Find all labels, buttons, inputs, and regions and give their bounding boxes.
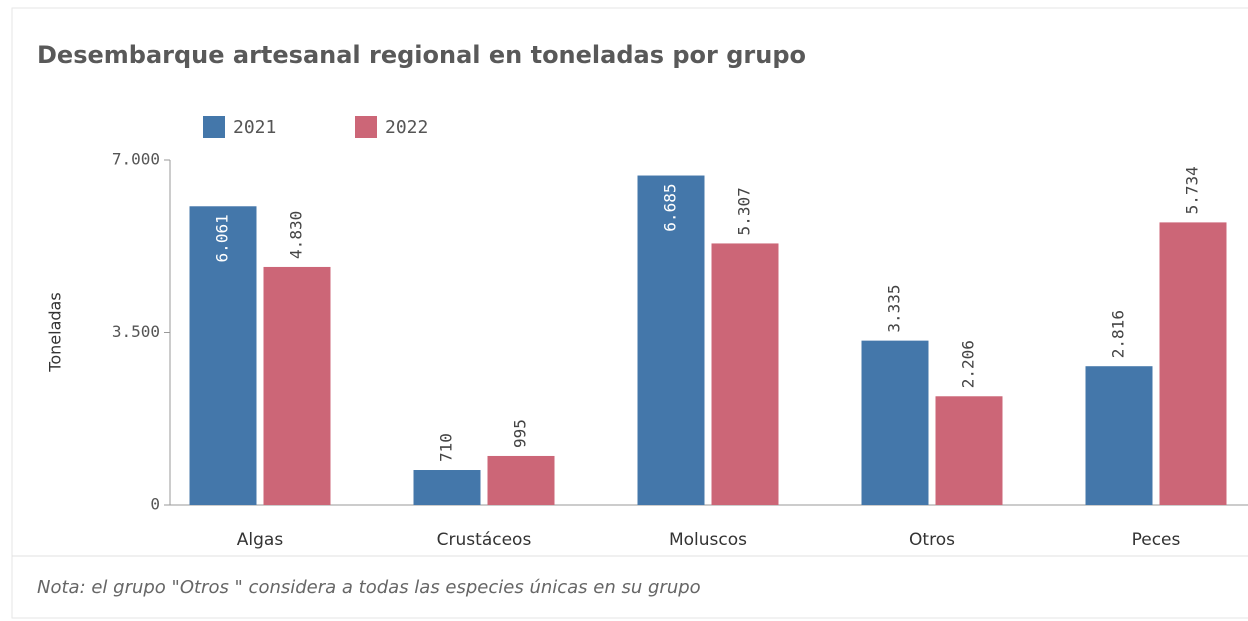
value-label: 6.685 — [661, 184, 680, 232]
y-tick-label: 0 — [150, 495, 160, 514]
legend-label: 2022 — [385, 117, 428, 138]
value-label: 995 — [511, 419, 530, 448]
y-tick-label: 7.000 — [112, 150, 160, 169]
x-tick-label: Moluscos — [669, 530, 747, 550]
value-label: 5.734 — [1183, 166, 1202, 214]
value-label: 2.816 — [1109, 310, 1128, 358]
bar — [487, 455, 555, 505]
x-tick-label: Peces — [1132, 530, 1181, 550]
bar — [637, 175, 705, 505]
value-label: 5.307 — [735, 187, 754, 235]
bar — [935, 396, 1003, 505]
bar — [263, 266, 331, 505]
bar — [861, 340, 929, 505]
y-axis-label: Toneladas — [46, 292, 65, 372]
x-tick-label: Algas — [237, 530, 284, 550]
value-label: 3.335 — [885, 284, 904, 332]
x-tick-label: Crustáceos — [437, 530, 532, 550]
value-label: 710 — [437, 433, 456, 462]
bar — [413, 470, 481, 505]
note: Nota: el grupo "Otros " considera a toda… — [37, 577, 701, 598]
bar — [711, 243, 779, 505]
value-label: 2.206 — [959, 340, 978, 388]
y-tick-label: 3.500 — [112, 322, 160, 341]
legend-label: 2021 — [233, 117, 276, 138]
chart-title: Desembarque artesanal regional en tonela… — [37, 41, 806, 69]
x-tick-label: Otros — [909, 530, 955, 550]
bar — [189, 206, 257, 505]
legend-swatch — [203, 116, 225, 138]
legend-swatch — [355, 116, 377, 138]
bar — [1159, 222, 1227, 505]
bar — [1085, 366, 1153, 505]
value-label: 4.830 — [287, 211, 306, 259]
value-label: 6.061 — [213, 214, 232, 262]
